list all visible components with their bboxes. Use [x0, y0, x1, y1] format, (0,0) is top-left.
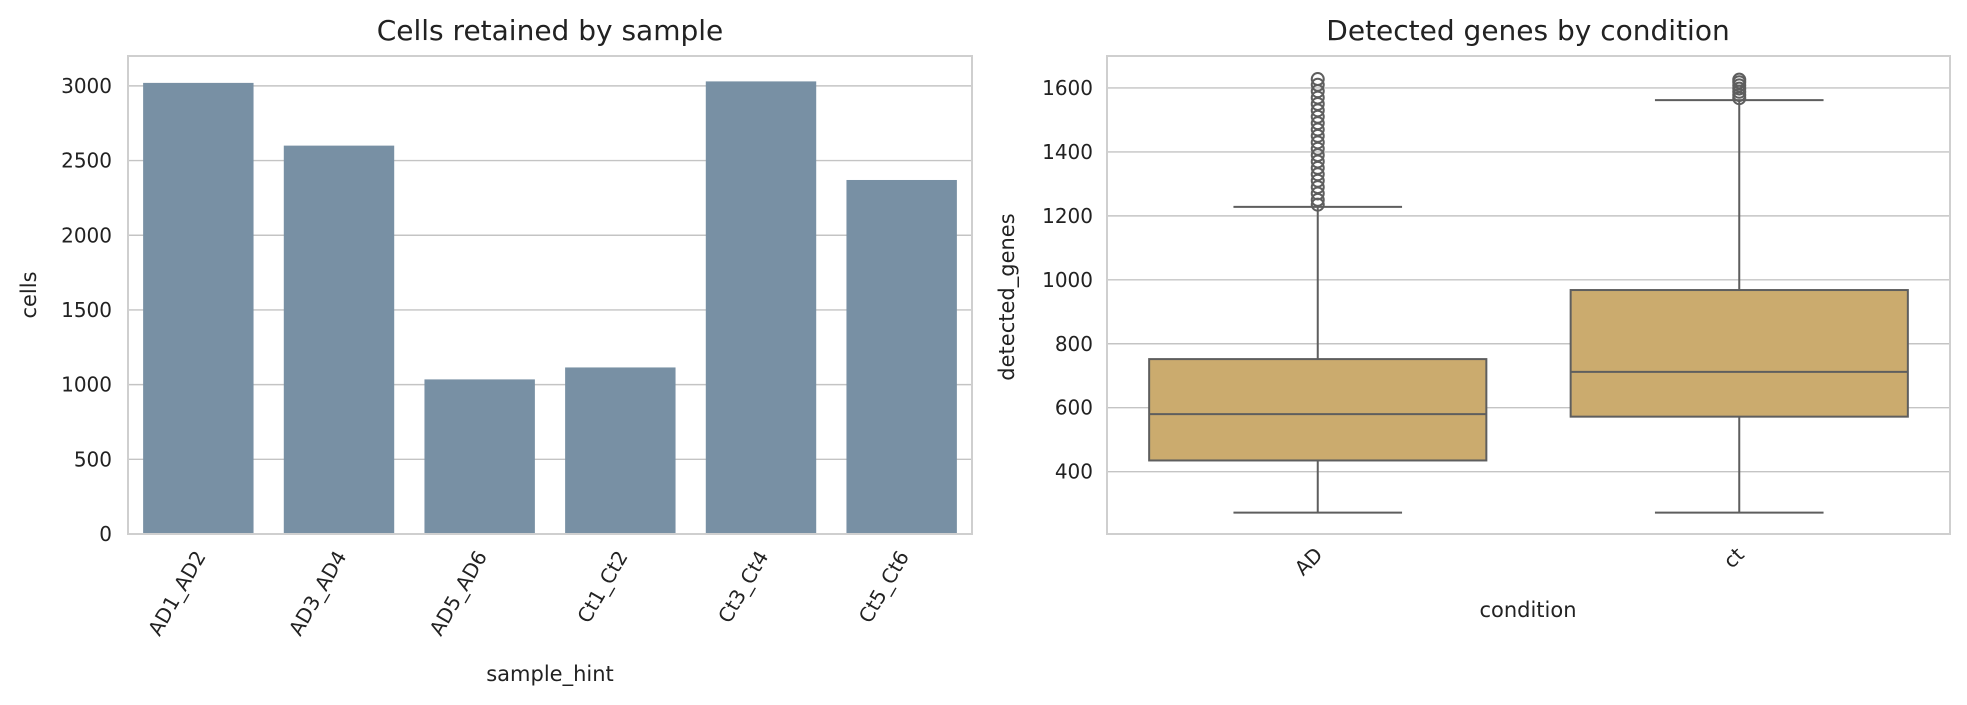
box-iqr: [1148, 358, 1488, 462]
box-plot-panel: Detected genes by condition 400 600 800 100…: [995, 14, 1951, 622]
bar-chart-gridlines: [128, 85, 972, 535]
box-outlier: [1310, 77, 1325, 92]
bar-AD3_AD4: [283, 145, 395, 534]
box-y-tick-label: 1200: [1042, 204, 1093, 228]
bar-y-tick-label: 1000: [61, 373, 112, 397]
bar-y-tick-label: 0: [99, 522, 112, 546]
box-iqr: [1569, 289, 1909, 418]
bar-y-tick-label: 500: [74, 447, 112, 471]
bar-Ct3_Ct4: [705, 81, 817, 535]
bar-y-tick-label: 3000: [61, 74, 112, 98]
bar-chart-x-ticks: AD1_AD2 AD3_AD4 AD5_AD6 Ct1_Ct2 Ct3_Ct4 Ct5_C…: [143, 547, 914, 640]
bar-AD5_AD6: [424, 379, 535, 534]
box-ct: [1569, 72, 1909, 514]
bar-chart-bars: [143, 81, 957, 535]
box-plot-y-label: detected_genes: [995, 213, 1020, 380]
bar-chart-y-ticks: 0 500 1000 1500 2000 2500 3000: [61, 74, 112, 546]
bar-Ct1_Ct2: [565, 367, 676, 534]
box-plot-boxes: [1148, 72, 1909, 514]
box-y-tick-label: 1600: [1042, 76, 1093, 100]
bar-AD1_AD2: [143, 82, 254, 534]
box-plot-frame: [1106, 55, 1951, 535]
box-y-tick-label: 1000: [1042, 268, 1093, 292]
bar-Ct5_Ct6: [846, 179, 957, 534]
box-plot-x-ticks: AD ct: [1290, 542, 1749, 580]
box-AD: [1148, 72, 1488, 514]
box-plot-title: Detected genes by condition: [1326, 14, 1729, 47]
box-outlier: [1732, 72, 1747, 87]
box-y-tick-label: 600: [1055, 396, 1093, 420]
box-y-tick-label: 800: [1055, 332, 1093, 356]
bar-y-tick-label: 1500: [61, 298, 112, 322]
bar-x-tick-label: AD1_AD2: [143, 547, 211, 640]
bar-x-tick-label: Ct1_Ct2: [572, 547, 632, 627]
bar-y-tick-label: 2500: [61, 149, 112, 173]
bar-chart-x-label: sample_hint: [486, 662, 614, 687]
bar-y-tick-label: 2000: [61, 223, 112, 247]
bar-chart-title: Cells retained by sample: [377, 14, 724, 47]
bar-x-tick-label: Ct5_Ct6: [854, 547, 914, 627]
box-plot-x-label: condition: [1479, 598, 1576, 622]
box-plot-y-ticks: 400 600 800 1000 1200 1400 1600: [1042, 76, 1093, 484]
box-x-tick-label: AD: [1290, 543, 1328, 581]
box-y-tick-label: 400: [1055, 460, 1093, 484]
bar-x-tick-label: AD5_AD6: [424, 547, 492, 640]
bar-chart-frame: [127, 55, 973, 535]
box-y-tick-label: 1400: [1042, 140, 1093, 164]
box-x-tick-label: ct: [1718, 542, 1748, 572]
box-outlier: [1310, 72, 1325, 87]
bar-x-tick-label: AD3_AD4: [284, 547, 352, 640]
bar-x-tick-label: Ct3_Ct4: [713, 547, 773, 627]
bar-chart-y-label: cells: [17, 271, 41, 318]
bar-chart-panel: Cells retained by sample 0 500 1000 1500 200…: [17, 14, 973, 687]
